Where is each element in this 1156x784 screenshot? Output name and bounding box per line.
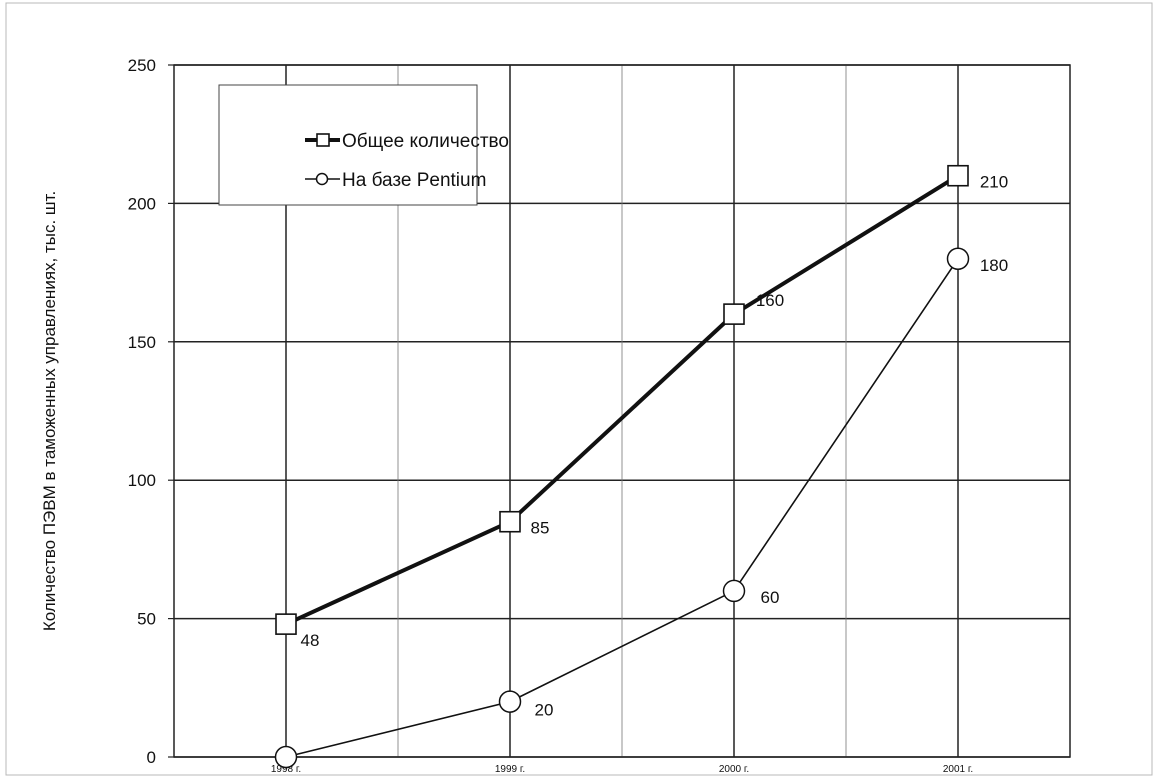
x-tick-label: 2000 г. [719,764,749,775]
legend-item-total: Общее количество [305,131,509,152]
series-0: 48 85 160 210 [275,164,1008,650]
data-label: 48 [301,631,320,650]
outer-frame [5,2,1153,776]
data-label: 160 [756,291,784,310]
x-tick-label: 2001 г. [943,764,973,775]
legend-item-pentium: На базе Pentium [305,170,486,191]
data-point-circle [946,247,970,271]
legend-label-pentium: На базе Pentium [342,170,486,191]
series-line [285,258,959,758]
x-axis-ticks: 1998 г. 1999 г. 2000 г. 2001 г. [271,764,973,775]
data-point-square [499,510,521,533]
x-tick-label: 1998 г. [271,764,301,775]
data-point-square [947,164,969,187]
data-point-circle [274,745,298,769]
y-axis-ticks: 0 50 100 150 200 250 [128,56,174,767]
legend-marker-circle [315,172,329,186]
series-line [285,174,960,626]
y-axis-label: Количество ПЭВМ в таможенных управлениях… [40,191,59,631]
data-label: 60 [761,588,780,607]
y-tick-label: 200 [128,194,156,213]
plot-area-border [173,64,1071,758]
series-1: 20 60 180 [274,247,1008,769]
y-tick-label: 150 [128,333,156,352]
data-label: 180 [980,256,1008,275]
data-point-square [723,303,745,325]
series-layer: 48 85 160 210 20 60 180 [274,164,1008,769]
legend-box [218,84,478,206]
data-label: 85 [531,519,550,538]
data-point-square [275,613,297,635]
data-point-circle [722,579,746,603]
y-tick-label: 250 [128,56,156,75]
data-label: 20 [535,701,554,720]
data-label: 210 [980,173,1008,192]
legend-label-total: Общее количество [342,131,509,152]
x-tick-label: 1999 г. [495,764,525,775]
data-point-circle [498,690,522,713]
legend-marker-square [316,133,330,147]
y-tick-label: 50 [137,610,156,629]
y-tick-label: 0 [147,748,156,767]
y-tick-label: 100 [128,471,156,490]
legend: Общее количество На базе Pentium [218,84,509,206]
